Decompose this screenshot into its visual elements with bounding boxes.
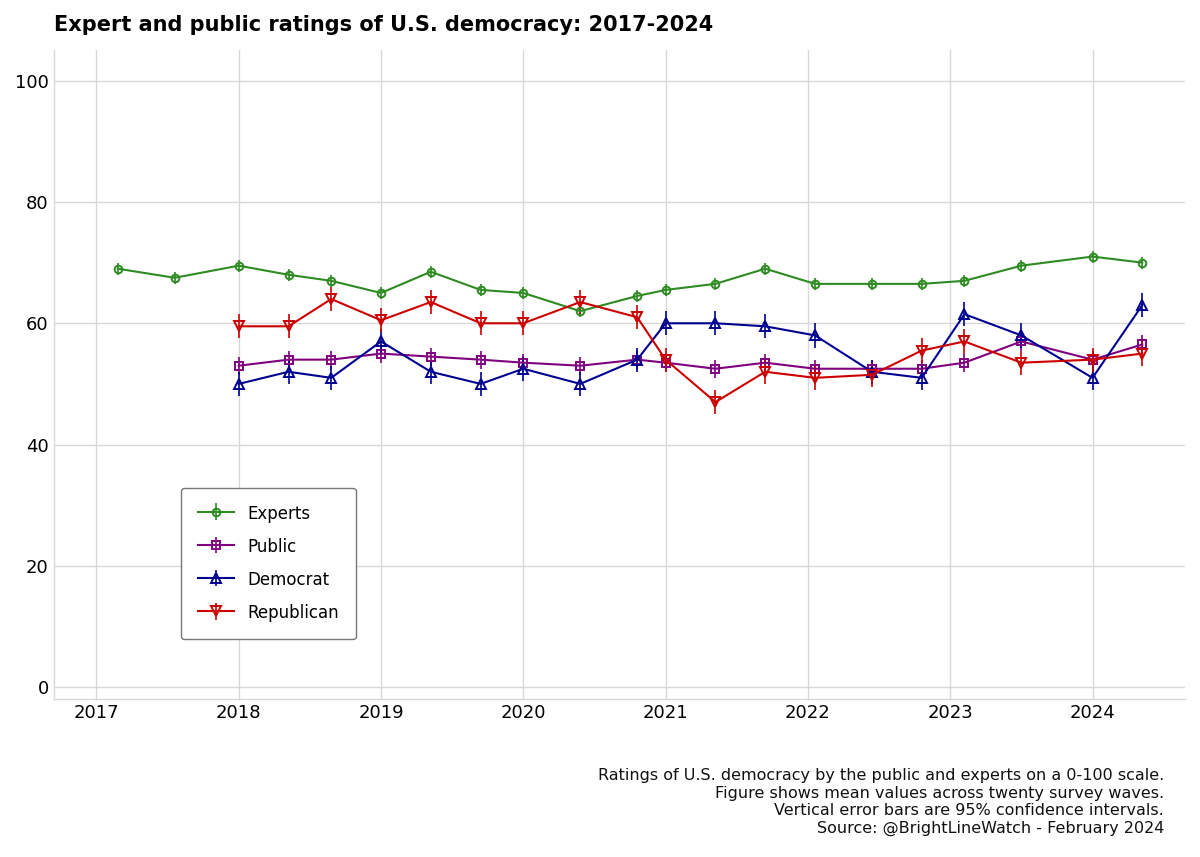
Text: Expert and public ratings of U.S. democracy: 2017-2024: Expert and public ratings of U.S. democr… bbox=[54, 15, 713, 35]
Text: Ratings of U.S. democracy by the public and experts on a 0-100 scale.
Figure sho: Ratings of U.S. democracy by the public … bbox=[598, 768, 1164, 836]
Legend: Experts, Public, Democrat, Republican: Experts, Public, Democrat, Republican bbox=[181, 488, 356, 639]
